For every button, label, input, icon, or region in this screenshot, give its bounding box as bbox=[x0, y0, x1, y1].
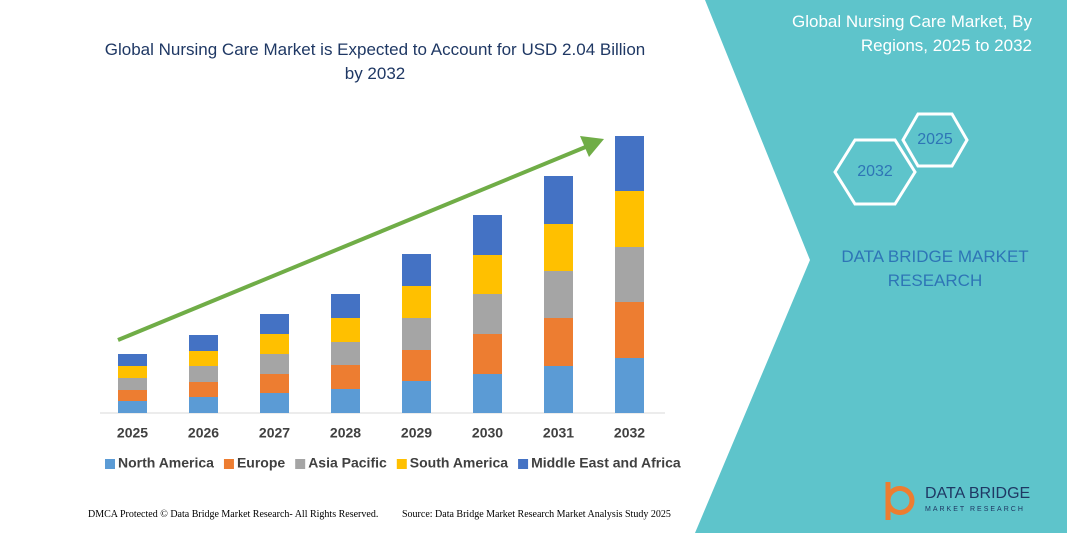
footer-right: Source: Data Bridge Market Research Mark… bbox=[402, 509, 671, 520]
side-panel bbox=[695, 0, 1067, 533]
bar-segment bbox=[402, 254, 431, 286]
bar-segment bbox=[189, 351, 218, 366]
legend-swatch bbox=[105, 459, 115, 469]
brand: DATA BRIDGE MARKET RESEARCH bbox=[841, 247, 1029, 290]
bar-segment bbox=[615, 136, 644, 191]
logo-tagline: MARKET RESEARCH bbox=[925, 506, 1025, 513]
x-tick-label: 2029 bbox=[401, 425, 432, 441]
x-tick-label: 2027 bbox=[259, 425, 290, 441]
hexagon bbox=[901, 112, 969, 168]
bar-segment bbox=[402, 381, 431, 413]
bar-segment bbox=[189, 397, 218, 413]
hexagon bbox=[833, 138, 917, 206]
bar-segment bbox=[118, 378, 147, 390]
trend-arrowhead bbox=[580, 136, 604, 157]
bar-segment bbox=[544, 271, 573, 318]
bar-segment bbox=[260, 334, 289, 354]
bar-segment bbox=[615, 358, 644, 413]
bar-segment bbox=[189, 366, 218, 382]
hexagon-label: 2032 bbox=[857, 163, 893, 180]
bar-segment bbox=[473, 255, 502, 294]
bar-segment bbox=[473, 374, 502, 413]
trend-arrow bbox=[117, 144, 589, 342]
bar-segment bbox=[260, 393, 289, 413]
hexagon-label: 2025 bbox=[917, 131, 953, 148]
bar-segment bbox=[260, 314, 289, 334]
bar-segment bbox=[331, 389, 360, 413]
bar-segment bbox=[331, 294, 360, 318]
bar-segment bbox=[260, 374, 289, 393]
legend-swatch bbox=[518, 459, 529, 469]
bar-segment bbox=[118, 401, 147, 413]
bar-segment bbox=[473, 334, 502, 374]
chart-title: Global Nursing Care Market is Expected t… bbox=[104, 40, 646, 83]
x-tick-label: 2025 bbox=[117, 425, 148, 441]
bar-segment bbox=[544, 224, 573, 271]
legend-label: South America bbox=[410, 455, 508, 471]
bar-segment bbox=[189, 335, 218, 351]
bar-segment bbox=[118, 390, 147, 401]
legend-label: North America bbox=[118, 455, 214, 471]
bar-segment bbox=[615, 247, 644, 302]
bar-segment bbox=[189, 382, 218, 397]
bar-segment bbox=[118, 354, 147, 366]
x-tick-label: 2028 bbox=[330, 425, 361, 441]
bar-segment bbox=[544, 176, 573, 224]
x-tick-label: 2032 bbox=[614, 425, 645, 441]
legend-label: Asia Pacific bbox=[308, 455, 387, 471]
bar-segment bbox=[473, 294, 502, 334]
legend-swatch bbox=[223, 459, 234, 469]
x-tick-label: 2030 bbox=[472, 425, 503, 441]
legend-swatch bbox=[295, 459, 306, 469]
bar-segment bbox=[331, 318, 360, 342]
bar-segment bbox=[615, 191, 644, 247]
legend-label: Middle East and Africa bbox=[531, 455, 681, 471]
bar-segment bbox=[331, 365, 360, 389]
logo-icon bbox=[885, 482, 915, 520]
bar-segment bbox=[544, 366, 573, 413]
bar-segment bbox=[473, 215, 502, 255]
bar-segment bbox=[544, 318, 573, 366]
bar-segment bbox=[260, 354, 289, 374]
bar-segment bbox=[118, 366, 147, 378]
bar-segment bbox=[331, 342, 360, 365]
footer-left: DMCA Protected © Data Bridge Market Rese… bbox=[88, 509, 379, 520]
legend-label: Europe bbox=[237, 455, 285, 471]
panel-title: Global Nursing Care Market, By Regions, … bbox=[792, 12, 1032, 55]
bar-segment bbox=[402, 318, 431, 350]
x-tick-label: 2026 bbox=[188, 425, 219, 441]
bar-segment bbox=[402, 350, 431, 381]
x-tick-label: 2031 bbox=[543, 425, 574, 441]
legend-swatch bbox=[396, 459, 407, 469]
bar-segment bbox=[402, 286, 431, 318]
logo-name: DATA BRIDGE bbox=[925, 485, 1030, 502]
bar-segment bbox=[615, 302, 644, 358]
